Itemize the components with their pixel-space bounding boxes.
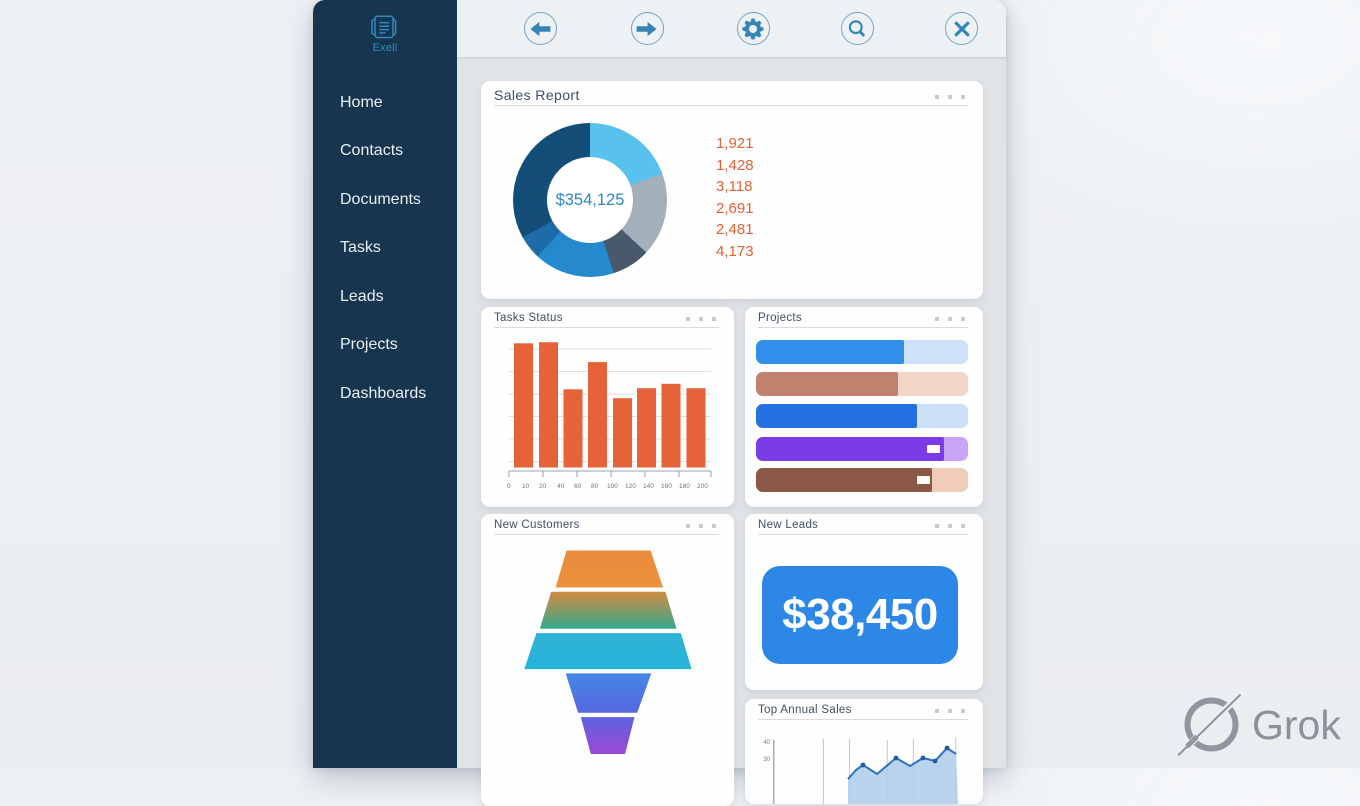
svg-text:200: 200 bbox=[697, 483, 708, 490]
svg-text:180: 180 bbox=[679, 483, 690, 490]
svg-text:30: 30 bbox=[763, 757, 770, 763]
svg-text:160: 160 bbox=[661, 483, 672, 490]
svg-text:40: 40 bbox=[763, 740, 770, 746]
svg-text:80: 80 bbox=[591, 483, 599, 490]
svg-text:20: 20 bbox=[539, 483, 547, 490]
svg-text:100: 100 bbox=[607, 483, 618, 490]
svg-text:10: 10 bbox=[522, 483, 530, 490]
svg-text:0: 0 bbox=[507, 483, 511, 490]
svg-text:120: 120 bbox=[625, 483, 636, 490]
svg-text:140: 140 bbox=[643, 483, 654, 490]
svg-text:60: 60 bbox=[574, 483, 582, 490]
svg-text:40: 40 bbox=[557, 483, 565, 490]
